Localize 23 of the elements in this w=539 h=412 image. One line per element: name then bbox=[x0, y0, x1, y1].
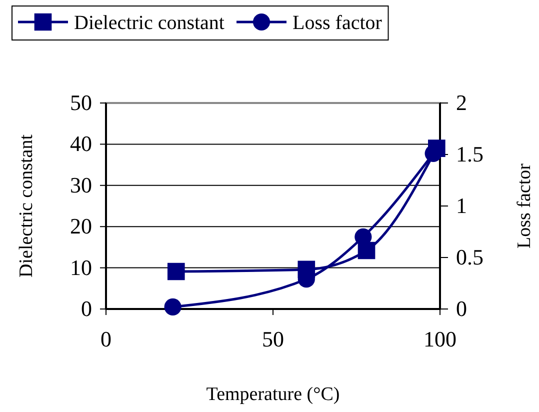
y-tick-label: 10 bbox=[70, 254, 92, 280]
y-tick-label: 50 bbox=[70, 90, 92, 116]
y2-tick-label: 0 bbox=[456, 296, 467, 322]
y2-tick-label: 2 bbox=[456, 90, 467, 116]
legend-label: Dielectric constant bbox=[74, 12, 225, 34]
point bbox=[164, 298, 182, 316]
y2-tick-label: 1.5 bbox=[456, 142, 484, 167]
y2-tick-label: 0.5 bbox=[456, 244, 484, 270]
x-tick-label: 100 bbox=[424, 326, 456, 352]
x-axis-title: Temperature (°C) bbox=[206, 384, 340, 405]
x-tick-label: 0 bbox=[100, 326, 112, 352]
y2-axis-title: Loss factor bbox=[514, 162, 535, 248]
legend-label: Loss factor bbox=[292, 12, 382, 34]
y2-tick-label: 1 bbox=[456, 193, 467, 218]
y-tick-label: 0 bbox=[81, 296, 92, 322]
point bbox=[167, 262, 185, 280]
y-tick-label: 40 bbox=[70, 131, 92, 156]
point bbox=[354, 228, 372, 246]
y-tick-label: 30 bbox=[70, 172, 92, 198]
point bbox=[424, 144, 442, 162]
x-tick-label: 50 bbox=[262, 326, 284, 352]
y-axis-title: Dielectric constant bbox=[16, 134, 37, 278]
y-tick-label: 20 bbox=[70, 214, 92, 239]
